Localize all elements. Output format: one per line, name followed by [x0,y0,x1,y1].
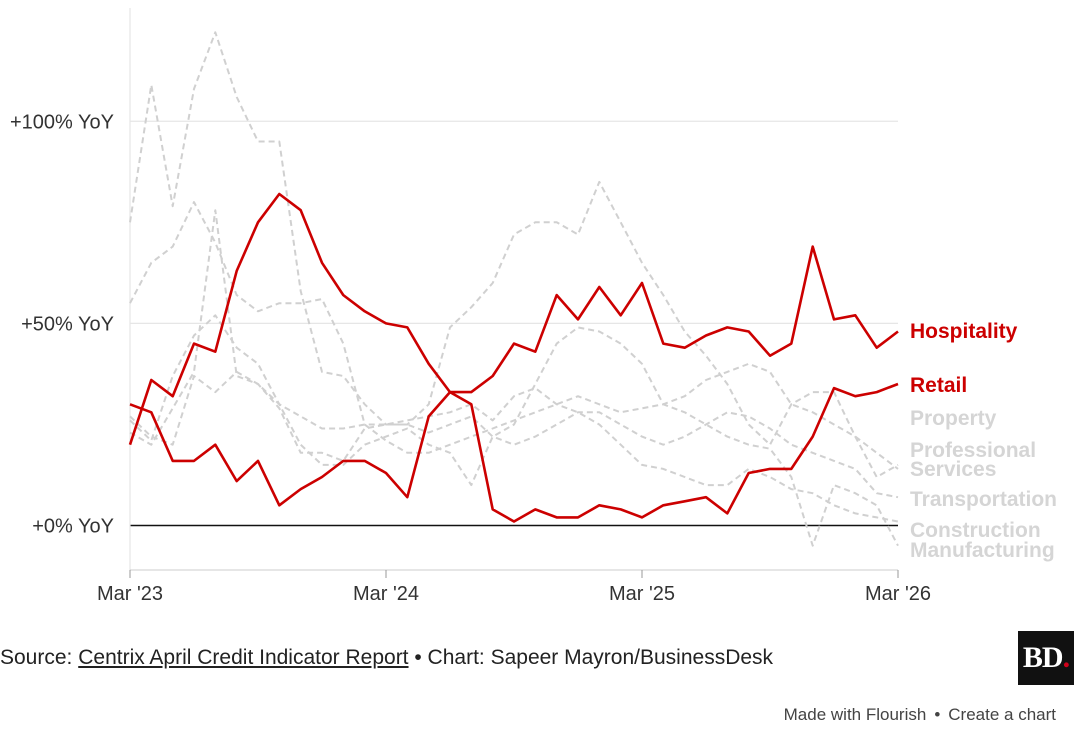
series-labels: Hospitality Retail Property Professional Ser… [910,320,1057,562]
x-axis: Mar '23 Mar '24 Mar '25 Mar '26 [97,569,931,605]
chart-footer: Source: Centrix April Credit Indicator R… [0,646,773,670]
series-line-manufacturing[interactable] [129,326,899,547]
create-chart-link[interactable]: Create a chart [948,705,1056,724]
series-label-property: Property [910,407,997,430]
x-tick-label: Mar '25 [609,583,675,605]
line-chart: +0% YoY+50% YoY+100% YoY Mar '23 Mar '24 M… [10,8,1057,605]
logo-text: BD [1022,641,1064,674]
y-axis-ticks: +0% YoY +50% YoY +100% YoY [10,111,114,537]
flourish-credit: Made with Flourish • Create a chart [780,705,1060,725]
x-tick-label: Mar '23 [97,583,163,605]
y-tick-label: +0% YoY [32,516,114,538]
series-label-construction: Construction [910,519,1041,542]
made-with-flourish-link[interactable]: Made with Flourish [783,705,927,724]
y-tick-label: +50% YoY [21,313,114,335]
highlighted-series [128,192,899,523]
series-label-hospitality: Hospitality [910,320,1018,343]
series-label-manufacturing: Manufacturing [910,539,1055,562]
gridlines [129,8,898,570]
series-label-professional-services: Professional Services [910,439,1036,481]
series-label-retail: Retail [910,374,967,397]
chart-credit: • Chart: Sapeer Mayron/BusinessDesk [408,646,774,669]
y-tick-label: +100% YoY [10,111,114,133]
x-tick-label: Mar '24 [353,583,419,605]
credit-separator: • [934,705,941,724]
source-link[interactable]: Centrix April Credit Indicator Report [78,646,409,669]
muted-series [129,31,899,547]
logo-dot: . [1062,641,1070,674]
x-tick-label: Mar '26 [865,583,931,605]
series-line-professional-services[interactable] [129,201,899,470]
series-label-transportation: Transportation [910,488,1057,511]
series-line-transportation[interactable] [129,314,899,499]
source-prefix: Source: [0,646,79,669]
businessdesk-logo[interactable]: BD. [1018,631,1074,685]
series-line-hospitality[interactable] [129,382,899,523]
series-line-retail[interactable] [128,192,899,446]
